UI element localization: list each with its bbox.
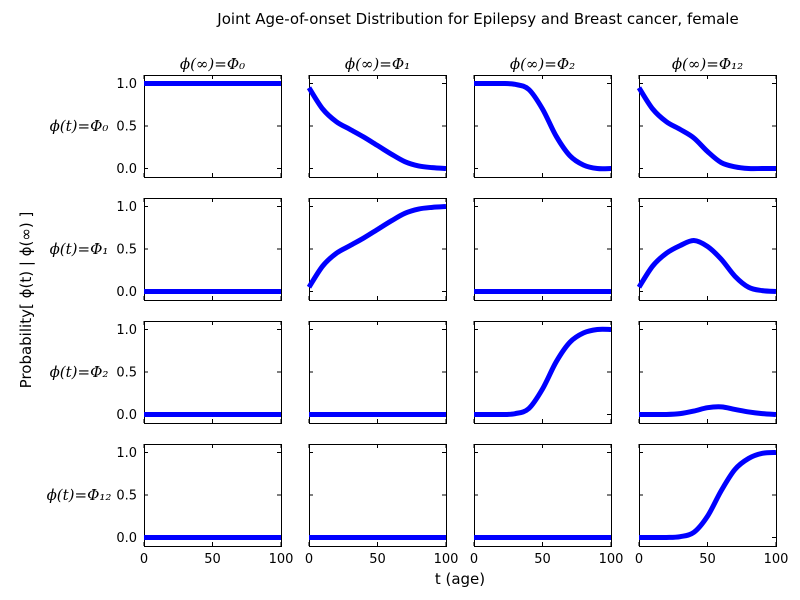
- subplot-frame: [144, 75, 282, 178]
- subplot-frame: [309, 444, 447, 547]
- column-title: ϕ(∞)=Φ₁: [345, 55, 410, 73]
- subplot-r3-c3: 0 50 100: [635, 444, 789, 567]
- x-tick-label: 100: [764, 552, 789, 567]
- subplot-r0-c2: [473, 75, 612, 178]
- subplot-frame: [474, 444, 612, 547]
- column-title: ϕ(∞)=Φ₂: [510, 55, 575, 73]
- subplot-frame: [144, 321, 282, 424]
- subplot-r1-c2: [473, 198, 612, 301]
- subplot-frame: [309, 198, 447, 301]
- column-title: ϕ(∞)=Φ₀: [180, 55, 245, 73]
- subplot-r0-c1: [306, 75, 447, 178]
- y-axis-label: Probability[ ϕ(t) | ϕ(∞) ]: [17, 212, 35, 389]
- x-tick-label: 100: [434, 552, 459, 567]
- subplot-r3-c0: 0.0 0.5 1.0 0 50 100: [116, 444, 293, 567]
- subplot-r2-c3: [638, 321, 777, 424]
- subplot-frame: [309, 321, 447, 424]
- subplot-r2-c1: [308, 321, 447, 424]
- column-title: ϕ(∞)=Φ₁₂: [672, 55, 743, 73]
- subplot-frame: [474, 198, 612, 301]
- subplot-grid: ϕ(∞)=Φ₀ ϕ(∞)=Φ₁ ϕ(∞)=Φ₂ ϕ(∞)=Φ₁₂ ϕ(t)=Φ₀ ϕ(t)…: [47, 55, 789, 567]
- subplot-frame: [144, 198, 282, 301]
- y-tick-label: 1.0: [116, 446, 137, 461]
- row-title: ϕ(t)=Φ₁: [50, 240, 109, 258]
- series-line: [306, 86, 447, 171]
- x-axis-label: t (age): [435, 570, 485, 588]
- subplot-frame: [309, 75, 447, 178]
- chart-title: Joint Age-of-onset Distribution for Epil…: [216, 10, 738, 28]
- y-tick-label: 0.5: [116, 489, 137, 504]
- row-title: ϕ(t)=Φ₁₂: [47, 486, 112, 504]
- row-title: ϕ(t)=Φ₀: [50, 117, 109, 135]
- subplot-frame: [144, 444, 282, 547]
- series-line: [306, 204, 447, 289]
- y-tick-label: 0.0: [116, 285, 137, 300]
- x-tick-label: 50: [534, 552, 551, 567]
- subplot-r1-c3: [636, 198, 777, 301]
- y-tick-label: 1.0: [116, 323, 137, 338]
- subplot-r2-c0: 0.0 0.5 1.0: [116, 321, 282, 424]
- series-line: [639, 404, 777, 418]
- x-tick-label: 100: [599, 552, 624, 567]
- subplot-r2-c2: [473, 321, 612, 424]
- y-tick-label: 0.0: [116, 531, 137, 546]
- x-tick-label: 100: [269, 552, 294, 567]
- series-line: [639, 450, 777, 541]
- series-line: [636, 238, 777, 294]
- y-tick-label: 0.5: [116, 120, 137, 135]
- x-tick-label: 0: [635, 552, 643, 567]
- x-tick-label: 0: [470, 552, 478, 567]
- series-line: [474, 326, 612, 418]
- x-tick-label: 0: [140, 552, 148, 567]
- subplot-frame: [639, 75, 777, 178]
- y-tick-label: 0.5: [116, 366, 137, 381]
- x-tick-label: 0: [305, 552, 313, 567]
- y-tick-label: 0.0: [116, 162, 137, 177]
- subplot-frame: [474, 321, 612, 424]
- subplot-frame: [639, 444, 777, 547]
- y-tick-label: 0.0: [116, 408, 137, 423]
- subplot-r0-c0: 0.0 0.5 1.0: [116, 75, 282, 178]
- subplot-r1-c1: [306, 198, 447, 301]
- y-tick-label: 1.0: [116, 77, 137, 92]
- subplot-r1-c0: 0.0 0.5 1.0: [116, 198, 282, 301]
- subplot-r3-c2: 0 50 100: [470, 444, 624, 567]
- series-line: [636, 86, 776, 172]
- subplot-r0-c3: [636, 75, 777, 178]
- x-tick-label: 50: [369, 552, 386, 567]
- subplot-frame: [474, 75, 612, 178]
- series-line: [474, 80, 612, 172]
- x-tick-label: 50: [204, 552, 221, 567]
- y-tick-label: 1.0: [116, 200, 137, 215]
- x-tick-label: 50: [699, 552, 716, 567]
- subplot-r3-c1: 0 50 100: [305, 444, 459, 567]
- row-title: ϕ(t)=Φ₂: [50, 363, 109, 381]
- y-tick-label: 0.5: [116, 243, 137, 258]
